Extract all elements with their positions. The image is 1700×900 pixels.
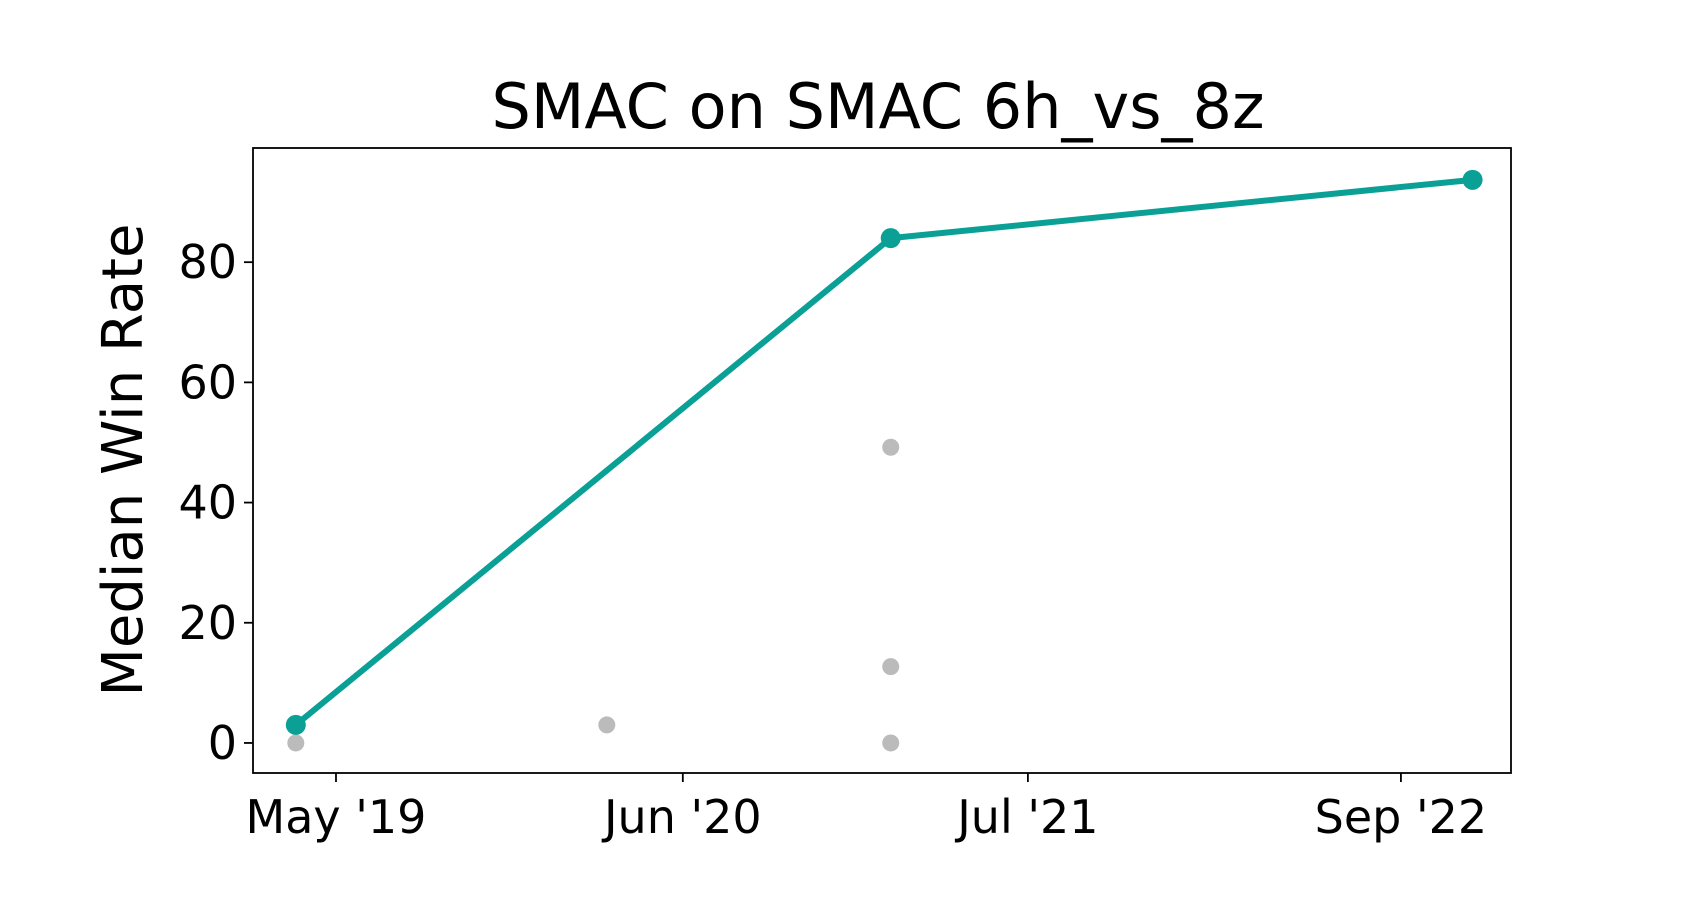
secondary-point — [882, 438, 900, 456]
x-tick-label: Jul '21 — [954, 790, 1098, 844]
secondary-point — [882, 658, 900, 676]
series-point — [880, 228, 901, 249]
secondary-point — [882, 734, 900, 752]
y-tick-label: 20 — [178, 596, 237, 650]
x-tick-label: Sep '22 — [1315, 790, 1488, 844]
y-axis-label: Median Win Rate — [91, 224, 156, 697]
x-tick-label: May '19 — [246, 790, 427, 844]
plot-frame — [252, 147, 1512, 774]
plot-area — [285, 169, 1483, 752]
y-tick-label: 0 — [208, 716, 237, 770]
series-point — [285, 714, 306, 735]
y-tick-label: 80 — [178, 235, 237, 289]
y-axis: 0 20 40 60 80 — [178, 235, 253, 770]
y-tick-label: 40 — [178, 476, 237, 530]
x-axis: May '19 Jun '20 Jul '21 Sep '22 — [246, 773, 1488, 844]
series-point — [1462, 169, 1483, 190]
x-tick-label: Jun '20 — [601, 790, 762, 844]
chart-title: SMAC on SMAC 6h_vs_8z — [491, 70, 1264, 143]
secondary-point — [598, 716, 616, 734]
y-tick-label: 60 — [178, 355, 237, 409]
secondary-point — [287, 734, 305, 752]
